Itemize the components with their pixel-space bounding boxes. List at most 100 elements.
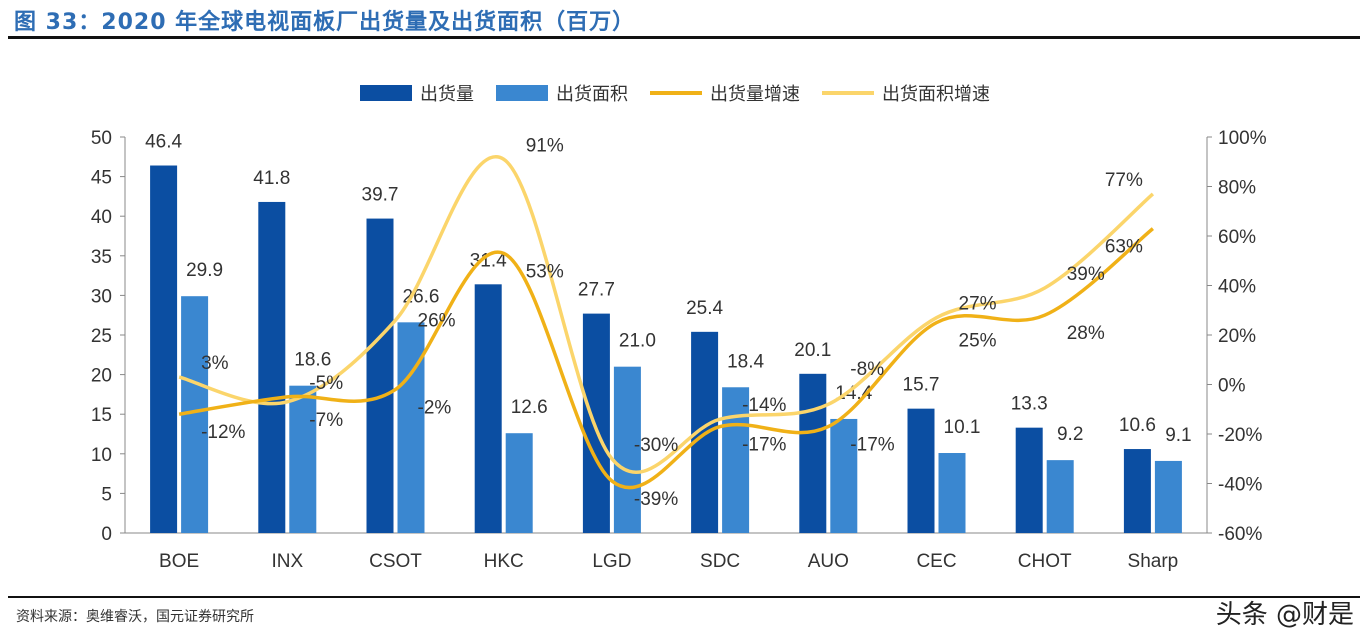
shipment-growth-label: -17% <box>742 435 786 456</box>
area-label: 12.6 <box>511 397 548 418</box>
shipment-bar <box>474 284 502 533</box>
shipment-label: 25.4 <box>686 298 723 319</box>
shipment-growth-label: 53% <box>526 261 564 282</box>
shipment-growth-label: -39% <box>634 489 678 510</box>
area-growth-label: 26% <box>418 310 456 331</box>
area-label: 9.2 <box>1057 424 1083 445</box>
footer-divider <box>8 596 1360 598</box>
left-tick-label: 5 <box>101 484 112 505</box>
shipment-growth-line <box>178 227 1154 490</box>
shipment-label: 15.7 <box>903 375 940 396</box>
area-bar <box>938 453 966 533</box>
area-growth-label: 77% <box>1105 170 1143 191</box>
area-growth-label: 39% <box>1067 264 1105 285</box>
shipment-growth-label: -17% <box>850 435 894 456</box>
legend-label: 出货量增速 <box>710 84 800 104</box>
area-growth-label: -7% <box>309 410 343 431</box>
right-tick-label: -40% <box>1218 475 1262 496</box>
right-tick-label: 20% <box>1218 326 1256 347</box>
left-tick-label: 45 <box>91 168 112 189</box>
shipment-bar <box>150 165 178 533</box>
area-bar <box>1154 460 1182 533</box>
left-tick-label: 0 <box>101 524 112 545</box>
shipment-label: 13.3 <box>1011 394 1048 415</box>
area-label: 10.1 <box>944 417 981 438</box>
area-label: 9.1 <box>1165 425 1191 446</box>
shipment-bar <box>907 408 935 533</box>
category-label: SDC <box>700 551 740 572</box>
shipment-bar <box>582 313 610 533</box>
shipment-bar <box>366 218 394 534</box>
category-label: INX <box>271 551 303 572</box>
shipment-label: 10.6 <box>1119 415 1156 436</box>
category-label: LGD <box>592 551 631 572</box>
shipment-growth-label: -12% <box>201 422 245 443</box>
category-label: CSOT <box>369 551 422 572</box>
left-tick-label: 30 <box>91 286 112 307</box>
left-tick-label: 40 <box>91 207 112 228</box>
category-label: CEC <box>916 551 956 572</box>
right-tick-label: -20% <box>1218 425 1262 446</box>
shipment-bar <box>258 201 286 533</box>
source-note: 资料来源：奥维睿沃，国元证券研究所 <box>16 609 254 625</box>
shipment-label: 20.1 <box>794 340 831 361</box>
shipment-bar <box>1123 449 1151 533</box>
shipment-growth-label: 25% <box>959 331 997 352</box>
area-bar <box>613 366 641 533</box>
right-tick-label: 40% <box>1218 277 1256 298</box>
category-label: AUO <box>808 551 849 572</box>
chart: 0 5 10 15 20 25 30 35 40 45 50 -60% -40% -20% 0% 20% 40%… <box>91 84 1267 572</box>
legend-label: 出货面积 <box>556 84 628 104</box>
right-tick-label: 0% <box>1218 376 1246 397</box>
right-tick-label: -60% <box>1218 524 1262 545</box>
area-label: 21.0 <box>619 331 656 352</box>
area-bar <box>505 433 533 533</box>
shipment-growth-label: -2% <box>418 397 452 418</box>
area-bar <box>289 385 317 533</box>
right-tick-label: 80% <box>1218 178 1256 199</box>
area-bar <box>397 322 425 533</box>
left-tick-label: 25 <box>91 326 112 347</box>
legend-label: 出货量 <box>420 84 474 104</box>
area-growth-label: 27% <box>959 294 997 315</box>
shipment-growth-label: -5% <box>309 373 343 394</box>
shipment-bar <box>1015 427 1043 533</box>
area-label: 18.6 <box>294 350 331 371</box>
area-growth-label: 3% <box>201 353 229 374</box>
left-tick-label: 50 <box>91 128 112 149</box>
legend-swatch <box>496 85 548 101</box>
left-tick-label: 35 <box>91 247 112 268</box>
title-divider <box>8 36 1360 39</box>
shipment-label: 31.4 <box>470 250 507 271</box>
area-label: 18.4 <box>727 351 764 372</box>
shipment-label: 27.7 <box>578 280 615 301</box>
area-growth-label: -8% <box>850 359 884 380</box>
area-bar <box>830 418 858 533</box>
shipment-bar <box>799 373 827 533</box>
area-label: 26.6 <box>403 286 440 307</box>
right-tick-label: 60% <box>1218 227 1256 248</box>
area-growth-label: 91% <box>526 135 564 156</box>
category-label: CHOT <box>1018 551 1072 572</box>
figure-title: 图 33：2020 年全球电视面板厂出货量及出货面积（百万） <box>14 10 636 35</box>
area-bar <box>1046 460 1074 533</box>
category-label: BOE <box>159 551 199 572</box>
area-growth-line <box>178 155 1155 474</box>
legend-label: 出货面积增速 <box>882 84 990 104</box>
area-growth-label: -30% <box>634 435 678 456</box>
shipment-growth-label: 63% <box>1105 237 1143 258</box>
left-tick-label: 10 <box>91 445 112 466</box>
right-tick-label: 100% <box>1218 128 1267 149</box>
area-bar <box>722 387 750 533</box>
left-tick-label: 15 <box>91 405 112 426</box>
watermark: 头条 @财是 <box>1215 600 1354 630</box>
shipment-label: 41.8 <box>253 168 290 189</box>
category-label: Sharp <box>1128 551 1179 572</box>
shipment-label: 39.7 <box>362 185 399 206</box>
shipment-label: 46.4 <box>145 132 182 153</box>
area-label: 29.9 <box>186 260 223 281</box>
area-growth-label: -14% <box>742 395 786 416</box>
shipment-growth-label: 28% <box>1067 323 1105 344</box>
legend-swatch <box>360 85 412 101</box>
